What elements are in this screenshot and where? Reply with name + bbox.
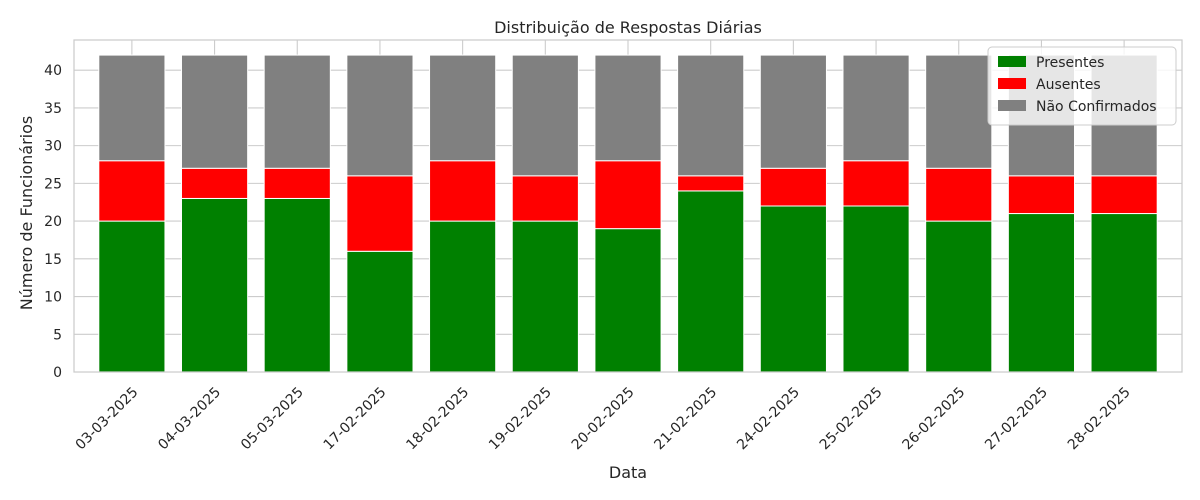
y-axis-label: Número de Funcionários	[17, 116, 36, 310]
bar-n-o-confirmados	[180, 54, 249, 169]
bar-presentes	[1007, 213, 1076, 373]
bar-n-o-confirmados	[677, 54, 745, 177]
legend-swatch	[998, 100, 1026, 111]
y-tick-label: 5	[53, 327, 62, 343]
bar-presentes	[759, 205, 827, 373]
bar-ausentes	[98, 160, 166, 222]
legend-label: Não Confirmados	[1036, 99, 1157, 115]
bar-n-o-confirmados	[759, 54, 827, 169]
bar-ausentes	[594, 160, 662, 230]
x-tick-label: 27-02-2025	[982, 384, 1051, 453]
bar-presentes	[429, 220, 497, 373]
bar-presentes	[180, 197, 249, 373]
x-tick-label: 05-03-2025	[238, 384, 307, 453]
bar-ausentes	[1007, 175, 1076, 215]
x-tick-label: 04-03-2025	[155, 384, 224, 453]
x-tick-label: 21-02-2025	[651, 384, 720, 453]
bars	[98, 54, 1158, 373]
bar-n-o-confirmados	[842, 54, 910, 162]
y-tick-label: 10	[44, 290, 62, 306]
bar-ausentes	[511, 175, 579, 222]
bar-ausentes	[842, 160, 910, 207]
bar-presentes	[925, 220, 993, 373]
y-tick-label: 30	[44, 139, 62, 155]
legend-swatch	[998, 78, 1026, 89]
bar-n-o-confirmados	[511, 54, 579, 177]
legend: Presentes Ausentes Não Confirmados	[987, 46, 1177, 126]
bar-ausentes	[263, 167, 331, 199]
y-tick-label: 15	[44, 252, 62, 268]
x-tick-label: 20-02-2025	[569, 384, 638, 453]
bar-ausentes	[180, 167, 249, 199]
bar-ausentes	[1090, 175, 1158, 215]
bar-n-o-confirmados	[594, 54, 662, 162]
bar-n-o-confirmados	[346, 54, 414, 177]
x-tick-label: 19-02-2025	[486, 384, 555, 453]
bar-presentes	[511, 220, 579, 373]
bar-presentes	[263, 197, 331, 373]
x-tick-label: 17-02-2025	[321, 384, 390, 453]
bar-presentes	[677, 190, 745, 373]
bar-ausentes	[925, 167, 993, 222]
x-tick-label: 25-02-2025	[817, 384, 886, 453]
bar-ausentes	[677, 175, 745, 192]
y-tick-labels: 0 5 10 15 20 25 30 35 40	[44, 63, 62, 381]
legend-box	[987, 46, 1177, 126]
legend-swatch	[998, 56, 1026, 67]
bar-presentes	[842, 205, 910, 373]
x-tick-label: 18-02-2025	[403, 384, 472, 453]
bar-presentes	[594, 228, 662, 373]
y-tick-label: 35	[44, 101, 62, 117]
x-tick-label: 24-02-2025	[734, 384, 803, 453]
y-tick-label: 20	[44, 214, 62, 230]
bar-ausentes	[429, 160, 497, 222]
bar-ausentes	[346, 175, 414, 252]
bar-n-o-confirmados	[925, 54, 993, 169]
plot-frame	[73, 39, 1183, 373]
bar-presentes	[1090, 213, 1158, 373]
y-tick-label: 40	[44, 63, 62, 79]
legend-label: Ausentes	[1036, 77, 1101, 93]
legend-label: Presentes	[1036, 55, 1104, 71]
y-tick-label: 25	[44, 176, 62, 192]
bar-presentes	[346, 250, 414, 373]
x-tick-label: 28-02-2025	[1065, 384, 1134, 453]
bar-n-o-confirmados	[429, 54, 497, 162]
bar-n-o-confirmados	[98, 54, 166, 162]
x-axis-label: Data	[609, 463, 647, 482]
chart-title: Distribuição de Respostas Diárias	[494, 18, 762, 37]
bar-presentes	[98, 220, 166, 373]
x-tick-label: 26-02-2025	[900, 384, 969, 453]
x-tick-label: 03-03-2025	[73, 384, 142, 453]
y-tick-label: 0	[53, 365, 62, 381]
bar-n-o-confirmados	[263, 54, 331, 169]
bar-ausentes	[759, 167, 827, 207]
x-tick-labels: 03-03-2025 04-03-2025 05-03-2025 17-02-2025…	[73, 384, 1134, 453]
